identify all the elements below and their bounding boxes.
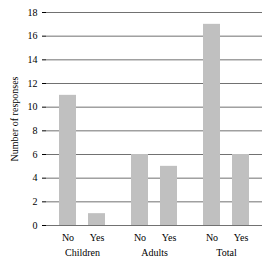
svg-text:Yes: Yes	[162, 232, 177, 243]
svg-text:No: No	[206, 232, 218, 243]
svg-text:16: 16	[28, 30, 38, 41]
svg-text:Total: Total	[216, 247, 237, 258]
svg-text:4: 4	[33, 172, 38, 183]
svg-text:Adults: Adults	[141, 247, 168, 258]
svg-text:12: 12	[28, 78, 38, 89]
svg-text:10: 10	[28, 101, 38, 112]
svg-text:Yes: Yes	[90, 232, 105, 243]
svg-text:8: 8	[33, 125, 38, 136]
svg-text:0: 0	[33, 220, 38, 231]
svg-text:No: No	[62, 232, 74, 243]
svg-text:2: 2	[33, 196, 38, 207]
svg-text:6: 6	[33, 149, 38, 160]
svg-text:Number of responses: Number of responses	[9, 76, 20, 161]
svg-text:Children: Children	[65, 247, 100, 258]
svg-text:18: 18	[28, 7, 38, 18]
svg-text:No: No	[134, 232, 146, 243]
svg-text:Yes: Yes	[234, 232, 249, 243]
svg-text:14: 14	[28, 54, 38, 65]
